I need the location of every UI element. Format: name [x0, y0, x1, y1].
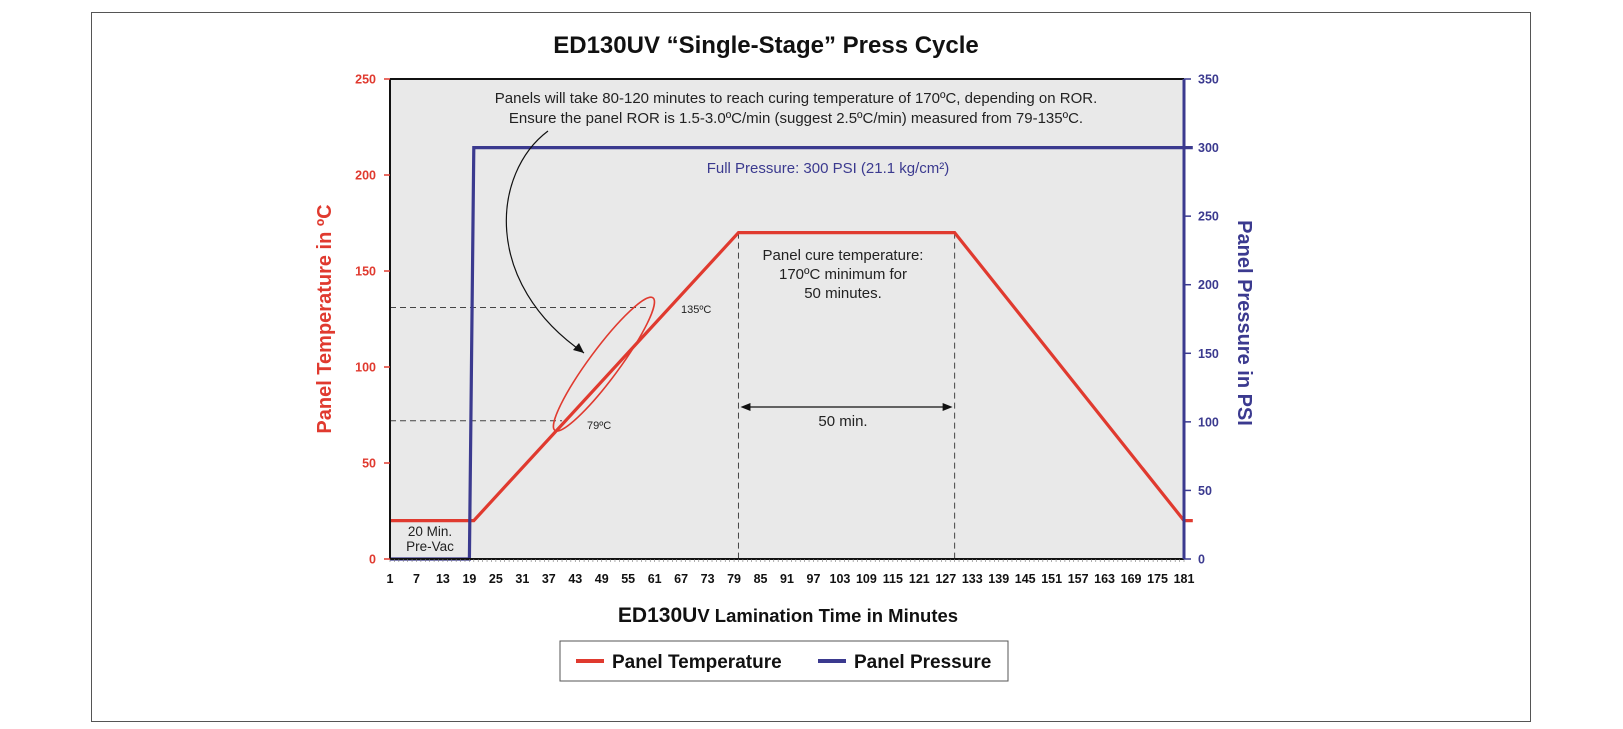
- full-pressure-label: Full Pressure: 300 PSI (21.1 kg/cm²): [707, 160, 950, 177]
- x-tick-label: 103: [830, 572, 851, 586]
- ror-pointer-arrowhead: [573, 343, 584, 353]
- y-left-tick-label: 50: [362, 457, 376, 471]
- y-left-tick-label: 0: [369, 553, 376, 567]
- x-tick-label: 139: [988, 572, 1009, 586]
- y-right-tick-label: 300: [1198, 141, 1219, 155]
- x-tick-label: 25: [489, 572, 503, 586]
- x-tick-label: 19: [462, 572, 476, 586]
- x-tick-label: 133: [962, 572, 983, 586]
- x-tick-label: 55: [621, 572, 635, 586]
- legend-label-temperature: Panel Temperature: [612, 652, 782, 673]
- x-tick-label: 79: [727, 572, 741, 586]
- x-tick-label: 31: [515, 572, 529, 586]
- x-tick-label: 7: [413, 572, 420, 586]
- x-axis-title: ED130UV Lamination Time in Minutes: [618, 604, 958, 627]
- y-right-tick-label: 50: [1198, 484, 1212, 498]
- x-tick-label: 97: [807, 572, 821, 586]
- x-tick-label: 169: [1121, 572, 1142, 586]
- x-tick-label: 145: [1015, 572, 1036, 586]
- press-cycle-chart: ED130UV “Single-Stage” Press Cycle 1 7 13 1…: [314, 32, 1255, 682]
- legend-label-pressure: Panel Pressure: [854, 652, 991, 673]
- x-tick-label: 13: [436, 572, 450, 586]
- y-right-tick-label: 0: [1198, 553, 1205, 567]
- chart-frame: ED130UV “Single-Stage” Press Cycle 1 7 13 1…: [91, 12, 1531, 722]
- x-tick-label: 61: [648, 572, 662, 586]
- x-tick-label: 85: [754, 572, 768, 586]
- x-tick-label: 91: [780, 572, 794, 586]
- y-right-tick-label: 250: [1198, 210, 1219, 224]
- cure-note-line1: Panel cure temperature:: [763, 247, 924, 264]
- x-tick-label: 43: [568, 572, 582, 586]
- x-tick-label: 127: [935, 572, 956, 586]
- x-tick-label: 115: [883, 572, 903, 586]
- prevac-line1: 20 Min.: [408, 524, 452, 539]
- prevac-line2: Pre-Vac: [406, 539, 454, 554]
- x-tick-label: 163: [1094, 572, 1115, 586]
- x-tick-label: 67: [674, 572, 688, 586]
- x-tick-label: 73: [701, 572, 715, 586]
- ror-pointer-arrow: [505, 130, 585, 354]
- y-axis-right-title: Panel Pressure in PSI: [1233, 220, 1255, 426]
- x-tick-label: 151: [1041, 572, 1062, 586]
- x-tick-label: 49: [595, 572, 609, 586]
- ror-note-line1: Panels will take 80-120 minutes to reach…: [495, 90, 1097, 107]
- duration-arrowhead-left: [740, 403, 751, 411]
- y-axis-left-title: Panel Temperature in ºC: [314, 204, 336, 433]
- x-tick-label: 1: [387, 572, 394, 586]
- temp-low-label: 79ºC: [587, 420, 611, 432]
- y-left-tick-label: 100: [355, 361, 376, 375]
- y-right-tick-label: 200: [1198, 278, 1219, 292]
- legend: Panel Temperature Panel Pressure: [559, 640, 1009, 682]
- x-axis-title-rest: V Lamination Time in Minutes: [697, 605, 958, 626]
- chart-title: ED130UV “Single-Stage” Press Cycle: [553, 32, 979, 59]
- x-tick-label: 121: [909, 572, 930, 586]
- x-tick-label: 109: [856, 572, 877, 586]
- temp-high-label: 135ºC: [681, 304, 711, 316]
- ror-note-line2: Ensure the panel ROR is 1.5-3.0ºC/min (s…: [509, 110, 1083, 127]
- y-right-tick-label: 100: [1198, 415, 1219, 429]
- duration-label: 50 min.: [818, 413, 867, 430]
- y-right-tick-label: 350: [1198, 73, 1219, 87]
- duration-arrowhead-right: [942, 403, 953, 411]
- x-tick-label: 181: [1174, 572, 1195, 586]
- y-left-tick-label: 250: [355, 73, 376, 87]
- cure-note-line2: 170ºC minimum for: [779, 266, 907, 283]
- y-left-tick-label: 200: [355, 169, 376, 183]
- y-right-tick-label: 150: [1198, 347, 1219, 361]
- x-tick-label: 157: [1068, 572, 1089, 586]
- ror-ellipse: [552, 296, 656, 432]
- x-tick-label: 175: [1147, 572, 1168, 586]
- cure-note-line3: 50 minutes.: [804, 285, 882, 302]
- x-axis-title-prefix: ED130U: [618, 604, 697, 627]
- legend-box: [559, 640, 1009, 682]
- plot-area: [390, 79, 1184, 559]
- y-left-tick-label: 150: [355, 265, 376, 279]
- x-tick-label: 37: [542, 572, 556, 586]
